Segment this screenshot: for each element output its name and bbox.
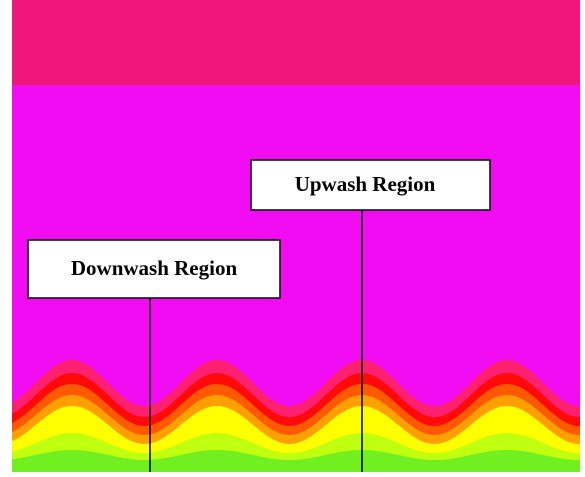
contour-bands xyxy=(12,360,580,472)
downwash-box xyxy=(27,239,281,299)
upwash-box xyxy=(250,159,491,211)
downwash-label: Downwash Region xyxy=(71,256,238,280)
field-top-band xyxy=(12,0,580,85)
upwash-label: Upwash Region xyxy=(295,172,436,196)
contour-band xyxy=(12,450,580,472)
